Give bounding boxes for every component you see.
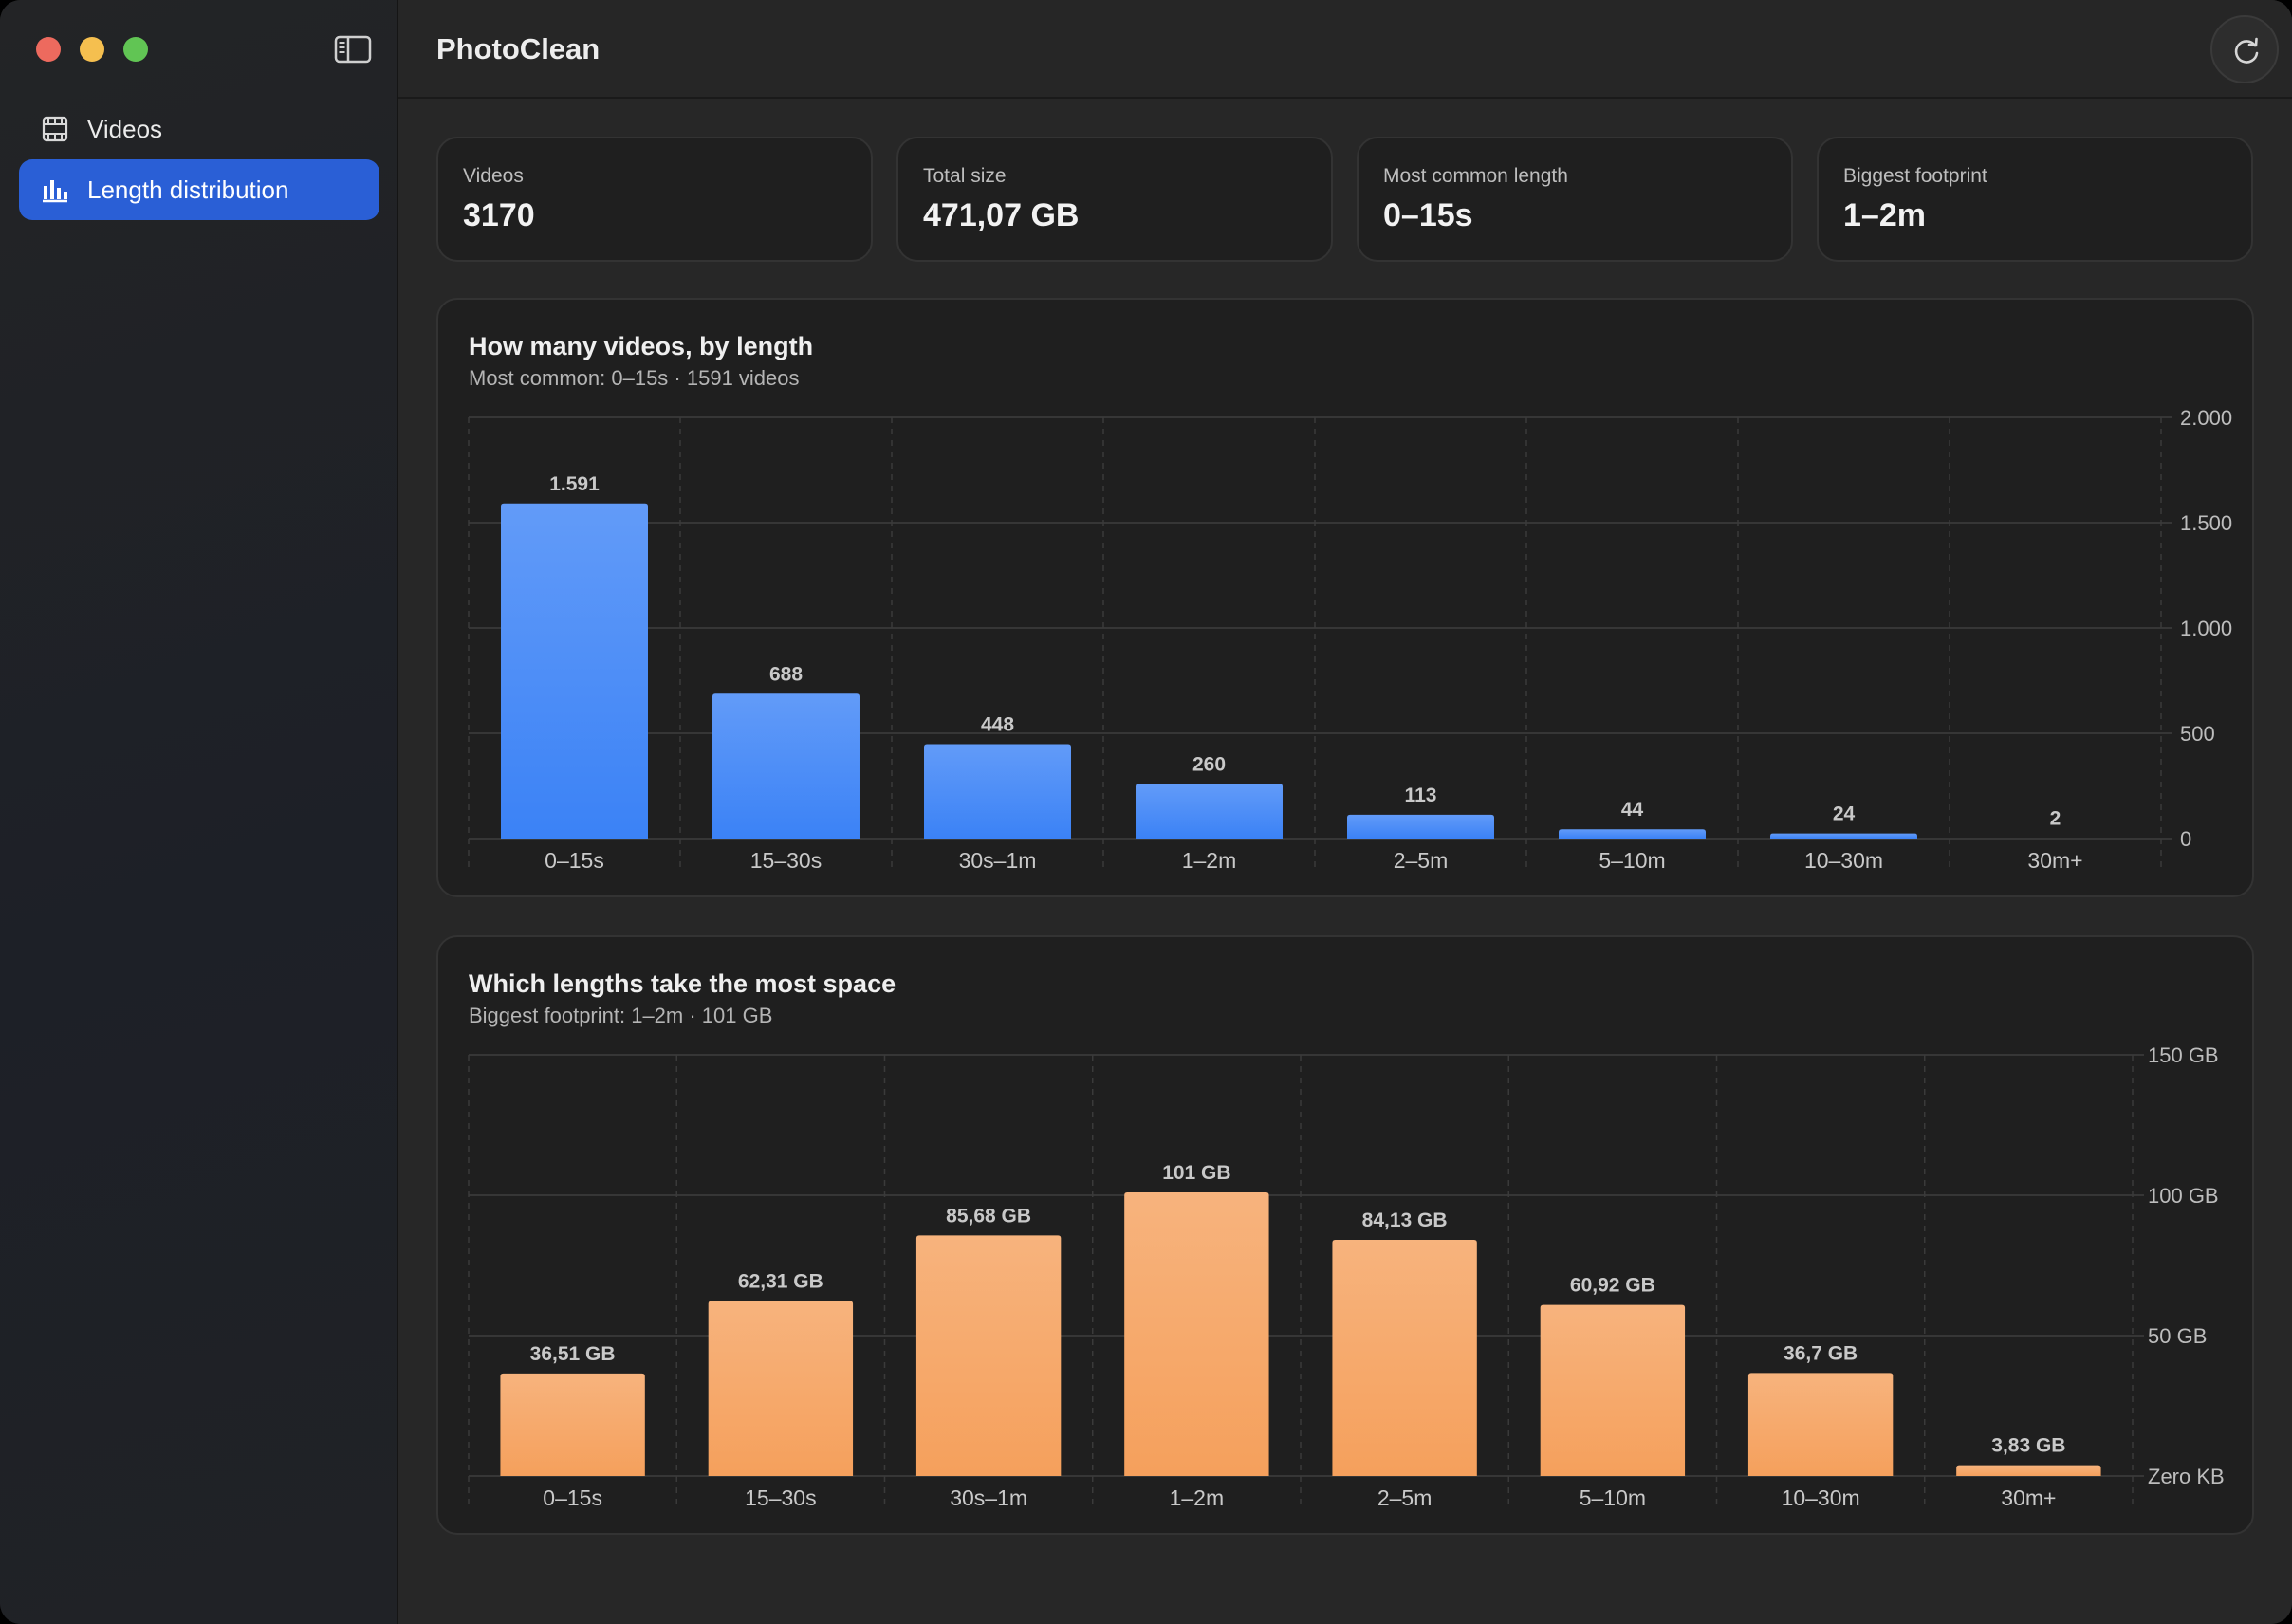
- bar: [924, 744, 1071, 839]
- bar-chart-icon: [40, 175, 70, 205]
- minimize-window-button[interactable]: [80, 37, 104, 62]
- bar: [915, 1235, 1062, 1476]
- app-title: PhotoClean: [436, 32, 601, 65]
- x-tick-label: 2–5m: [1394, 848, 1449, 873]
- stat-label: Biggest footprint: [1843, 165, 1987, 187]
- stat-card-biggest-footprint: Biggest footprint 1–2m: [1817, 137, 2253, 262]
- y-tick-label: 0: [2180, 827, 2191, 851]
- y-tick-label: 50 GB: [2148, 1324, 2207, 1348]
- x-tick-label: 10–30m: [1804, 848, 1883, 873]
- title-bar: PhotoClean: [398, 0, 2292, 99]
- x-tick-label: 2–5m: [1377, 1486, 1432, 1510]
- data-label: 113: [1405, 784, 1437, 806]
- y-tick-label: 150 GB: [2148, 1043, 2219, 1067]
- refresh-icon: [2234, 37, 2259, 64]
- y-tick-label: 500: [2180, 722, 2215, 746]
- film-icon: [40, 114, 70, 144]
- sidebar: Videos Length distribution: [0, 0, 398, 1624]
- data-label: 688: [769, 663, 803, 685]
- data-label: 44: [1621, 799, 1644, 821]
- sidebar-toggle-icon[interactable]: [334, 34, 372, 65]
- data-label: 448: [981, 714, 1014, 736]
- bar: [1956, 1465, 2101, 1476]
- x-tick-label: 5–10m: [1580, 1486, 1646, 1510]
- x-tick-label: 1–2m: [1170, 1486, 1225, 1510]
- bar: [501, 503, 648, 839]
- refresh-button[interactable]: [2210, 15, 2279, 83]
- stat-card-most-common-length: Most common length 0–15s: [1357, 137, 1793, 262]
- y-tick-label: Zero KB: [2148, 1465, 2225, 1488]
- data-label: 62,31 GB: [738, 1271, 823, 1293]
- x-tick-label: 5–10m: [1599, 848, 1665, 873]
- x-tick-label: 0–15s: [545, 848, 604, 873]
- stat-value: 1–2m: [1843, 197, 1926, 233]
- stat-value: 3170: [463, 197, 535, 233]
- x-tick-label: 15–30s: [750, 848, 822, 873]
- count-bar-chart: 0 500 1.000 1.500 2.000 1.591 0–15s 688 15–30s 44…: [468, 406, 2232, 873]
- stat-label: Most common length: [1383, 165, 1568, 187]
- size-bar-chart: Zero KB 50 GB 100 GB 150 GB 36,51 GB 0–15s 62,…: [468, 1043, 2225, 1510]
- bar: [500, 1373, 645, 1476]
- y-tick-label: 1.000: [2180, 617, 2232, 640]
- data-label: 1.591: [549, 473, 600, 495]
- x-tick-label: 10–30m: [1782, 1486, 1860, 1510]
- chart-title: How many videos, by length: [469, 332, 814, 360]
- x-tick-label: 30s–1m: [959, 848, 1037, 873]
- sidebar-item-videos[interactable]: Videos: [19, 99, 379, 159]
- stat-card-total-size: Total size 471,07 GB: [896, 137, 1333, 262]
- main-content: PhotoClean Videos 3170 Total size 471,07…: [398, 0, 2292, 1624]
- y-tick-label: 2.000: [2180, 406, 2232, 430]
- chart-subtitle: Most common: 0–15s · 1591 videos: [469, 366, 800, 390]
- count-chart-card: How many videos, by length Most common: …: [436, 298, 2254, 897]
- zoom-window-button[interactable]: [123, 37, 148, 62]
- x-tick-label: 1–2m: [1182, 848, 1237, 873]
- y-tick-label: 1.500: [2180, 511, 2232, 535]
- data-label: 2: [2050, 808, 2061, 830]
- bar: [1747, 1373, 1894, 1476]
- stat-label: Total size: [923, 165, 1007, 187]
- data-label: 24: [1833, 803, 1856, 825]
- chart-subtitle: Biggest footprint: 1–2m · 101 GB: [469, 1004, 773, 1027]
- bar: [1559, 829, 1706, 839]
- stat-card-videos: Videos 3170: [436, 137, 873, 262]
- bar: [1124, 1192, 1269, 1476]
- size-chart-card: Which lengths take the most space Bigges…: [436, 935, 2254, 1535]
- data-label: 84,13 GB: [1362, 1209, 1448, 1231]
- y-tick-label: 100 GB: [2148, 1184, 2219, 1208]
- stat-label: Videos: [463, 165, 524, 187]
- data-label: 3,83 GB: [1991, 1435, 2065, 1457]
- bar: [1136, 784, 1283, 839]
- data-label: 101 GB: [1162, 1162, 1230, 1184]
- x-tick-label: 30s–1m: [950, 1486, 1027, 1510]
- bar: [708, 1301, 854, 1476]
- data-label: 36,7 GB: [1784, 1342, 1858, 1364]
- stat-value: 471,07 GB: [923, 197, 1080, 233]
- x-tick-label: 15–30s: [745, 1486, 816, 1510]
- sidebar-item-label: Videos: [87, 114, 163, 143]
- data-label: 60,92 GB: [1570, 1275, 1655, 1297]
- sidebar-item-label: Length distribution: [87, 175, 289, 204]
- data-label: 260: [1192, 753, 1226, 775]
- close-window-button[interactable]: [36, 37, 61, 62]
- x-tick-label: 0–15s: [543, 1486, 602, 1510]
- x-tick-label: 30m+: [2001, 1486, 2056, 1510]
- bar: [1540, 1304, 1686, 1476]
- x-tick-label: 30m+: [2027, 848, 2082, 873]
- bar: [1770, 833, 1917, 839]
- data-label: 36,51 GB: [530, 1343, 616, 1365]
- stat-value: 0–15s: [1383, 197, 1473, 233]
- bar: [712, 693, 860, 839]
- sidebar-item-length-distribution[interactable]: Length distribution: [19, 159, 379, 220]
- data-label: 85,68 GB: [946, 1205, 1031, 1227]
- bar: [1332, 1239, 1477, 1476]
- bar: [1347, 814, 1494, 839]
- chart-title: Which lengths take the most space: [469, 969, 896, 998]
